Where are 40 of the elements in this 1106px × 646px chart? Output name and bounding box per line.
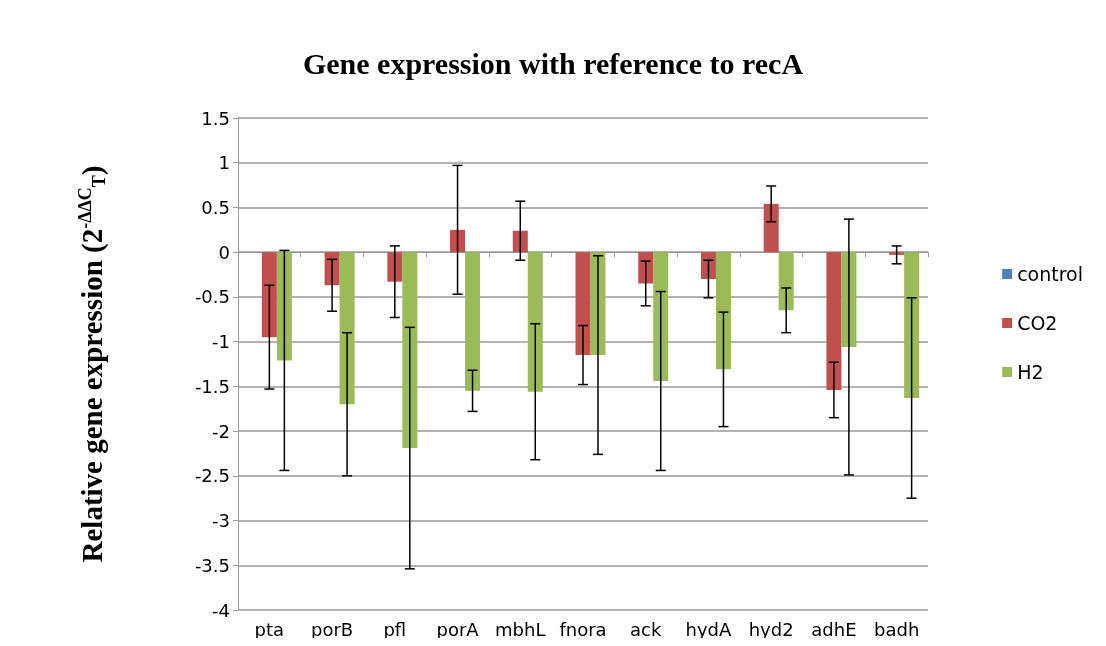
bar — [527, 252, 543, 392]
y-tick-label: 0.5 — [201, 196, 230, 218]
chart-title: Gene expression with reference to recA — [302, 46, 804, 80]
bar — [339, 252, 355, 405]
y-tick-label: 1.5 — [201, 107, 230, 129]
y-tick-label: 0 — [218, 241, 230, 263]
bar — [778, 252, 794, 311]
bar — [261, 252, 277, 338]
legend-label: H2 — [1017, 361, 1044, 383]
x-tick-label: ack — [630, 618, 662, 640]
y-tick-label: -1.5 — [194, 375, 230, 397]
y-tick-label: -1 — [212, 331, 230, 353]
y-tick-label: -2.5 — [194, 465, 230, 487]
legend-label: CO2 — [1017, 312, 1058, 334]
y-axis-title: Relative gene expression (2-ΔΔCT) — [75, 165, 109, 563]
bar — [700, 252, 716, 280]
y-tick-label: -2 — [212, 420, 230, 442]
bar — [402, 252, 418, 449]
y-tick-label: -3.5 — [194, 554, 230, 576]
bar — [465, 252, 481, 391]
bar — [763, 203, 779, 253]
bar — [653, 252, 669, 381]
bar — [904, 252, 920, 398]
bar — [826, 252, 842, 390]
bar — [450, 229, 466, 253]
x-tick-label: mbhL — [495, 618, 546, 640]
y-tick-label: -4 — [212, 599, 230, 621]
y-tick-label: 1 — [218, 152, 230, 174]
bar — [276, 252, 292, 361]
x-tick-label: fnora — [559, 618, 607, 640]
bar — [715, 252, 731, 370]
bar — [575, 252, 591, 356]
x-tick-label: adhE — [811, 618, 857, 640]
bar — [512, 230, 528, 253]
bar — [889, 252, 905, 255]
bar — [638, 252, 654, 284]
y-tick-label: -0.5 — [194, 286, 230, 308]
y-tick-label: -3 — [212, 510, 230, 532]
legend-label: control — [1017, 263, 1084, 285]
x-tick-label: badh — [873, 618, 920, 640]
